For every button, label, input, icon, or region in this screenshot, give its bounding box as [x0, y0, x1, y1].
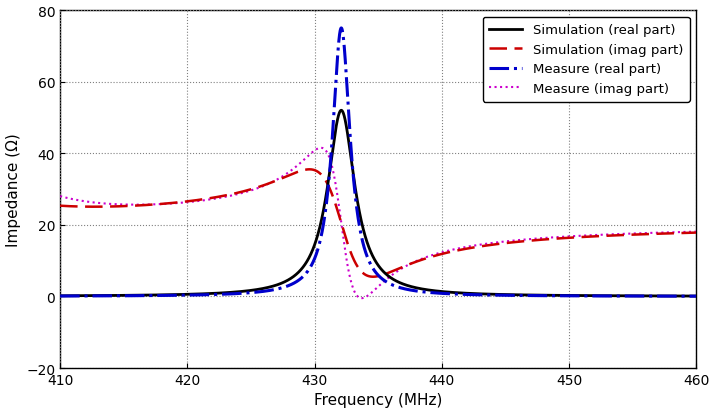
Y-axis label: Impedance (Ω): Impedance (Ω) [6, 133, 21, 246]
X-axis label: Frequency (MHz): Frequency (MHz) [314, 392, 443, 408]
Legend: Simulation (real part), Simulation (imag part), Measure (real part), Measure (im: Simulation (real part), Simulation (imag… [483, 18, 690, 102]
